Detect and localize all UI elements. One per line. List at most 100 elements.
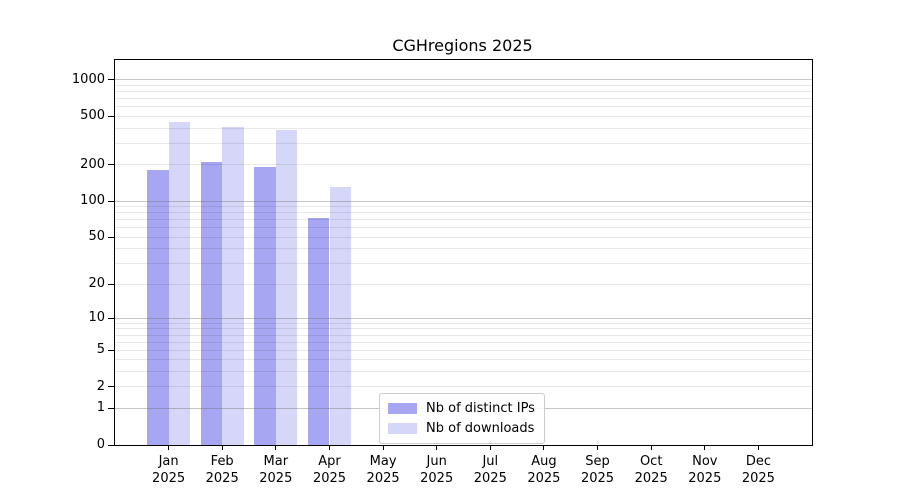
gridline bbox=[115, 164, 812, 166]
y-tick bbox=[108, 407, 114, 409]
chart-title: CGHregions 2025 bbox=[392, 36, 533, 55]
gridline bbox=[115, 206, 812, 208]
gridline bbox=[115, 200, 812, 202]
x-tick-year: 2025 bbox=[580, 471, 615, 486]
bar-ips-apr bbox=[308, 218, 330, 445]
x-tick-month: Jul bbox=[482, 454, 499, 469]
y-tick-label: 1 bbox=[96, 400, 105, 416]
x-tick-label: Sep 2025 bbox=[566, 453, 630, 487]
gridline bbox=[115, 386, 812, 388]
x-tick bbox=[168, 445, 170, 450]
y-tick bbox=[108, 349, 114, 351]
x-tick bbox=[704, 445, 706, 450]
legend-swatch-distinct-ips bbox=[388, 403, 417, 414]
bar-ips-jan bbox=[147, 170, 169, 445]
x-tick bbox=[543, 445, 545, 450]
x-tick-label: Oct 2025 bbox=[619, 453, 683, 487]
x-tick-year: 2025 bbox=[152, 471, 186, 486]
legend-item-distinct-ips: Nb of distinct IPs bbox=[388, 401, 535, 416]
y-tick-label: 200 bbox=[80, 156, 105, 172]
plot-area: 0 1 2 5 10 20 50 100 200 500 1000 Jan 2025 Feb 2025 Mar… bbox=[72, 59, 813, 486]
x-tick-year: 2025 bbox=[420, 471, 454, 486]
x-tick-label: Feb 2025 bbox=[190, 453, 254, 487]
x-tick-month: Aug bbox=[531, 454, 557, 469]
y-tick bbox=[108, 164, 114, 166]
y-tick-label: 10 bbox=[88, 310, 105, 326]
x-tick bbox=[221, 445, 223, 450]
x-tick-label: Mar 2025 bbox=[244, 453, 308, 487]
gridline bbox=[115, 248, 812, 250]
y-tick bbox=[108, 200, 114, 202]
x-tick-month: Dec bbox=[745, 454, 771, 469]
gridline bbox=[115, 212, 812, 214]
y-tick bbox=[108, 317, 114, 319]
x-tick-month: Mar bbox=[263, 454, 289, 469]
x-tick-label: May 2025 bbox=[351, 453, 415, 487]
legend-swatch-downloads bbox=[388, 423, 417, 434]
y-tick bbox=[108, 115, 114, 117]
gridline bbox=[115, 84, 812, 86]
x-tick-month: Feb bbox=[210, 454, 234, 469]
legend: Nb of distinct IPs Nb of downloads bbox=[379, 393, 545, 444]
gridline bbox=[115, 283, 812, 285]
y-tick-label: 100 bbox=[80, 193, 105, 208]
x-tick bbox=[757, 445, 759, 450]
y-tick bbox=[108, 386, 114, 388]
x-tick-month: Nov bbox=[692, 454, 718, 469]
x-tick-year: 2025 bbox=[741, 471, 775, 486]
x-tick-year: 2025 bbox=[527, 471, 561, 486]
x-tick-year: 2025 bbox=[205, 471, 239, 486]
x-tick-label: Jul 2025 bbox=[458, 453, 522, 487]
gridline bbox=[115, 236, 812, 238]
gridline bbox=[115, 79, 812, 81]
x-tick-year: 2025 bbox=[634, 471, 668, 486]
y-tick bbox=[108, 444, 114, 446]
x-tick-year: 2025 bbox=[312, 471, 347, 486]
y-tick-label: 0 bbox=[96, 437, 105, 452]
y-tick-label: 2 bbox=[96, 378, 105, 394]
x-tick-label: Jun 2025 bbox=[405, 453, 469, 487]
gridline bbox=[115, 142, 812, 144]
x-tick bbox=[597, 445, 598, 450]
x-tick-month: May bbox=[369, 454, 397, 469]
gridline bbox=[115, 263, 812, 264]
x-tick-label: Nov 2025 bbox=[673, 453, 737, 487]
x-tick-month: Jun bbox=[426, 454, 447, 469]
gridline bbox=[115, 106, 812, 108]
gridline bbox=[115, 341, 812, 343]
gridline bbox=[115, 328, 812, 330]
y-tick-label: 1000 bbox=[71, 71, 105, 87]
gridline bbox=[115, 91, 812, 93]
x-tick-year: 2025 bbox=[259, 471, 293, 486]
y-tick-label: 500 bbox=[80, 108, 105, 124]
x-tick bbox=[489, 445, 491, 450]
bar-ips-feb bbox=[200, 162, 223, 445]
gridline bbox=[115, 317, 812, 319]
bar-downloads-feb bbox=[222, 126, 244, 445]
gridline bbox=[115, 334, 812, 336]
gridline bbox=[115, 349, 812, 351]
x-tick-year: 2025 bbox=[688, 471, 722, 486]
bar-downloads-apr bbox=[329, 187, 351, 445]
gridline bbox=[115, 219, 812, 221]
x-tick-year: 2025 bbox=[366, 471, 400, 486]
legend-label-distinct-ips: Nb of distinct IPs bbox=[426, 401, 535, 416]
bar-downloads-mar bbox=[275, 129, 298, 445]
x-tick-label: Aug 2025 bbox=[512, 453, 576, 487]
x-tick bbox=[329, 445, 330, 450]
legend-item-downloads: Nb of downloads bbox=[388, 421, 534, 436]
x-tick-month: Sep bbox=[585, 454, 610, 469]
bar-downloads-jan bbox=[168, 122, 190, 445]
gridline bbox=[115, 322, 812, 324]
y-tick bbox=[108, 283, 114, 285]
gridline bbox=[115, 127, 812, 129]
x-tick-year: 2025 bbox=[473, 471, 507, 486]
gridline bbox=[115, 115, 812, 117]
x-tick-label: Apr 2025 bbox=[298, 453, 362, 487]
x-tick bbox=[436, 445, 438, 450]
legend-label-downloads: Nb of downloads bbox=[426, 421, 535, 436]
gridline bbox=[115, 98, 812, 100]
x-tick bbox=[275, 445, 277, 450]
y-tick bbox=[108, 79, 114, 81]
y-tick bbox=[108, 236, 114, 238]
